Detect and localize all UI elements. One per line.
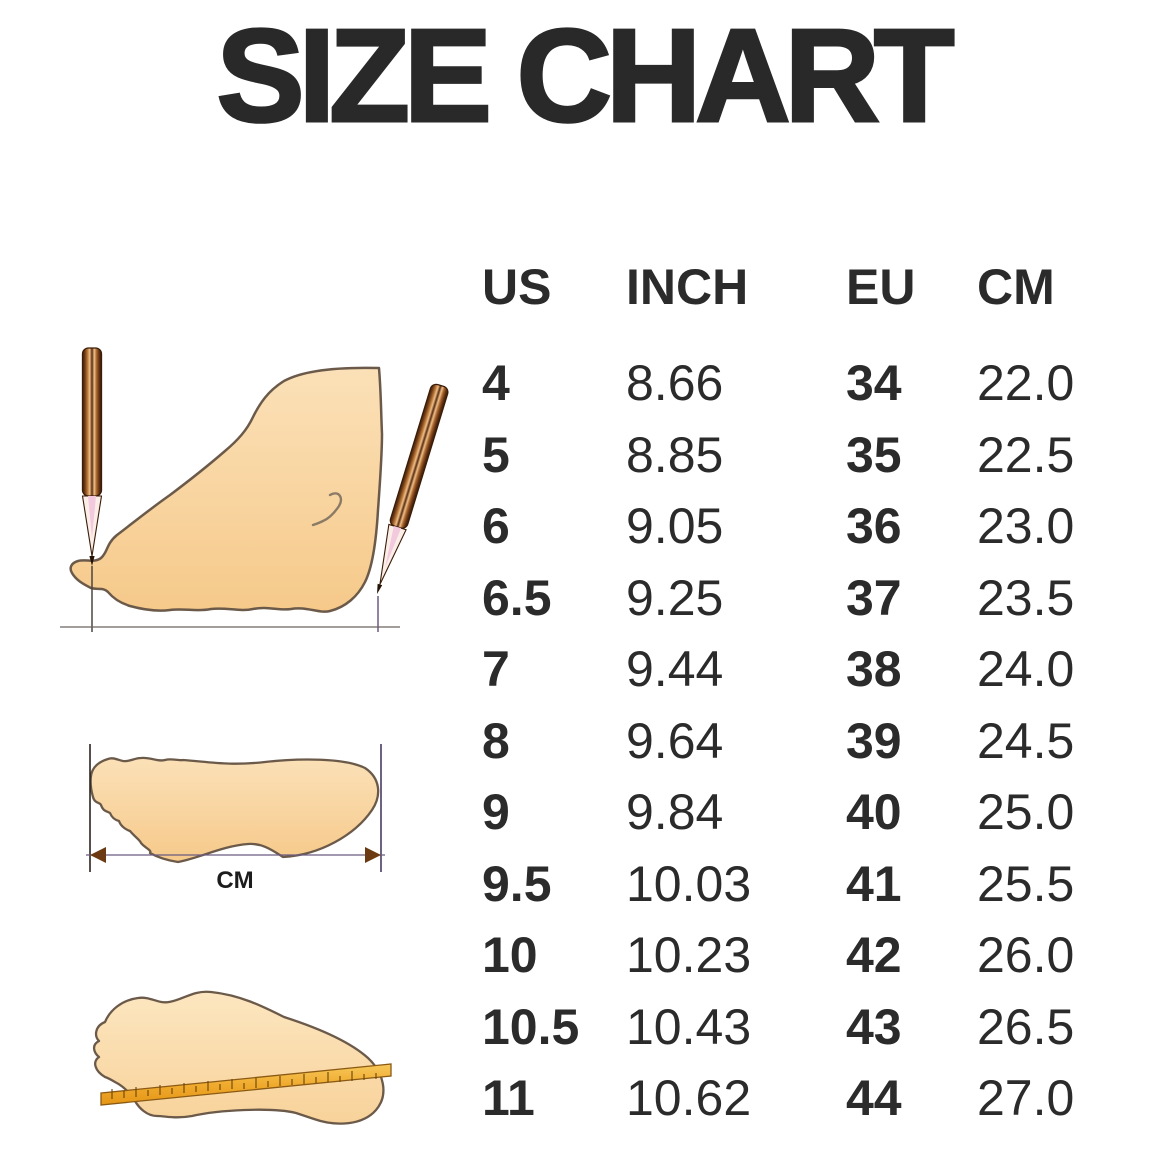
svg-text:CM: CM [216, 867, 253, 894]
